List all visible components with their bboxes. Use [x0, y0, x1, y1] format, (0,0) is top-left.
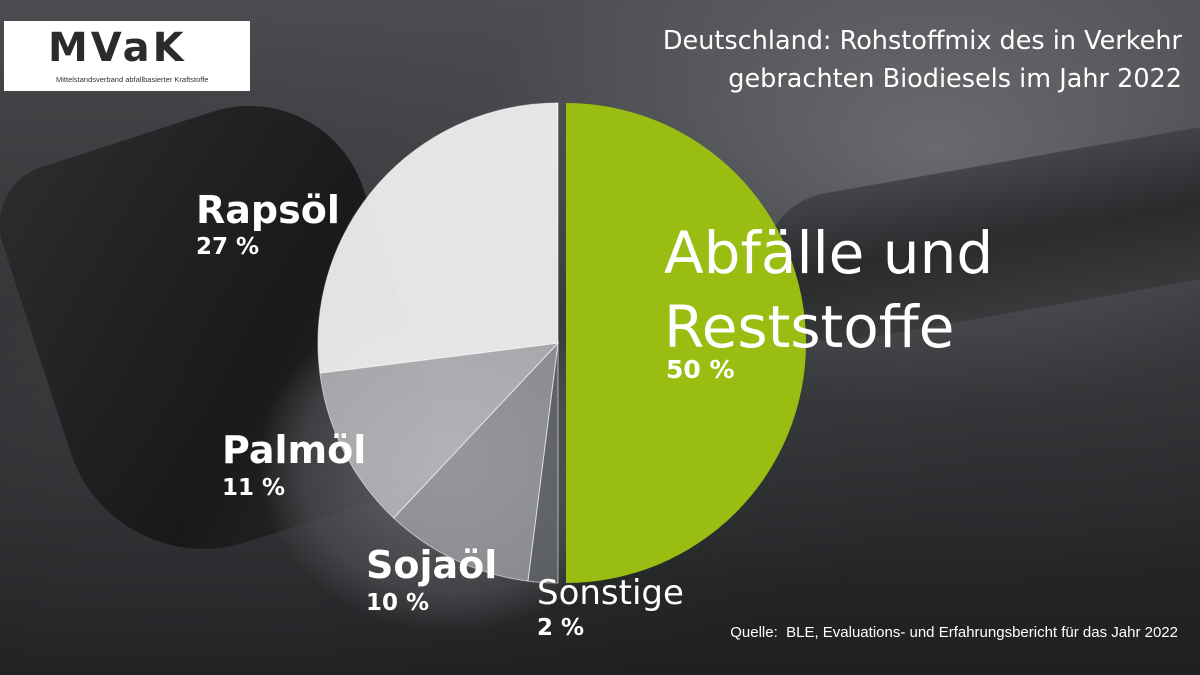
slice-label-palmoel: Palmöl — [222, 428, 367, 472]
chart-title-line-2: gebrachten Biodiesels im Jahr 2022 — [728, 64, 1182, 94]
pie-slice-palmoel — [319, 342, 560, 519]
slice-label-abfaelle: Abfälle und Reststoffe — [664, 216, 993, 364]
slice-value-abfaelle: 50 % — [666, 355, 735, 384]
slice-value-sonstige: 2 % — [537, 615, 585, 641]
slice-label-abfaelle-line-2: Reststoffe — [664, 293, 955, 361]
slice-value-sojaoel: 10 % — [366, 590, 430, 616]
pie-slice-abfaelle — [566, 103, 806, 583]
slice-label-abfaelle-line-1: Abfälle und — [664, 219, 994, 287]
pie-slice-rapsoel — [317, 102, 559, 374]
slice-label-rapsoel: Rapsöl — [196, 188, 340, 232]
slice-label-sojaoel: Sojaöl — [366, 543, 498, 587]
slice-label-sonstige: Sonstige — [537, 573, 684, 613]
mvak-logo: MVaK Mittelstandsverband abfallbasierter… — [4, 21, 250, 91]
logo-wordmark: MVaK — [48, 25, 187, 71]
slice-value-rapsoel: 27 % — [196, 234, 260, 260]
logo-subtitle: Mittelstandsverband abfallbasierter Kraf… — [56, 75, 209, 84]
chart-title: Deutschland: Rohstoffmix des in Verkehr … — [542, 22, 1182, 98]
slice-value-palmoel: 11 % — [222, 475, 286, 501]
source-note: Quelle: BLE, Evaluations- und Erfahrungs… — [730, 624, 1178, 641]
pie-slice-sojaoel — [393, 341, 559, 582]
chart-title-line-1: Deutschland: Rohstoffmix des in Verkehr — [662, 26, 1182, 56]
